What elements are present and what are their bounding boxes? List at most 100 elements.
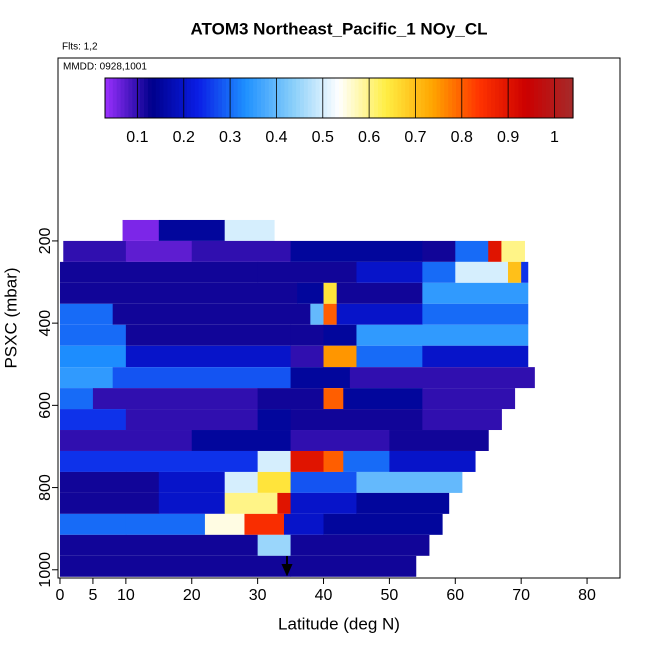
colorbar-swatch <box>253 78 258 118</box>
colorbar-swatch <box>409 78 414 118</box>
colorbar-swatch <box>225 78 231 118</box>
chart-title: ATOM3 Northeast_Pacific_1 NOy_CL <box>191 19 488 38</box>
x-tick-label: 20 <box>183 587 201 604</box>
colorbar-swatch <box>471 78 477 118</box>
colorbar-swatch <box>495 78 500 118</box>
heatmap-cell <box>59 367 114 389</box>
colorbar-swatch <box>257 78 262 118</box>
annotation: MMDD: 0928,1001 <box>63 62 147 73</box>
heatmap-cell <box>323 367 351 389</box>
heatmap-cell <box>59 303 114 325</box>
colorbar-swatch <box>144 78 149 118</box>
colorbar-swatch <box>342 78 348 118</box>
heatmap-cell <box>290 324 325 346</box>
x-tick-label: 10 <box>117 587 135 604</box>
colorbar-swatch <box>280 78 285 118</box>
location-arrow <box>281 556 293 577</box>
colorbar-swatch <box>456 78 461 118</box>
colorbar-swatch <box>526 78 531 118</box>
heatmap-cell <box>277 492 292 514</box>
colorbar-swatch <box>448 78 453 118</box>
colorbar-swatch <box>132 78 137 118</box>
colorbar-swatch <box>171 78 176 118</box>
colorbar-swatch <box>479 78 484 118</box>
colorbar-tick-label: 0.6 <box>358 129 380 146</box>
colorbar-swatch <box>167 78 172 118</box>
heatmap-cell <box>521 261 529 283</box>
colorbar-swatch <box>378 78 383 118</box>
heatmap-cell <box>125 450 259 472</box>
colorbar-swatch <box>261 78 266 118</box>
colorbar-swatch <box>502 78 508 118</box>
colorbar-swatch <box>159 78 165 118</box>
heatmap-cell <box>63 240 127 262</box>
heatmap-cell <box>158 471 226 493</box>
colorbar-swatch <box>420 78 426 118</box>
colorbar-swatch <box>366 78 371 118</box>
colorbar-swatch <box>428 78 434 118</box>
heatmap-cell <box>422 261 456 283</box>
colorbar-swatch <box>218 78 223 118</box>
heatmap-cell <box>59 450 127 472</box>
heatmap-cell <box>488 240 502 262</box>
colorbar-tick-label: 1 <box>550 129 559 146</box>
heatmap-cell <box>257 261 357 283</box>
colorbar-swatch <box>210 78 215 118</box>
colorbar-swatch <box>475 78 480 118</box>
colorbar-swatch <box>381 78 387 118</box>
colorbar-swatch <box>541 78 547 118</box>
colorbar-swatch <box>514 78 519 118</box>
heatmap-cell <box>290 409 423 431</box>
colorbar-swatch <box>557 78 562 118</box>
heatmap-cell <box>158 492 226 514</box>
colorbar-swatch <box>268 78 274 118</box>
heatmap-cell <box>323 345 357 368</box>
colorbar-tick-label: 0.7 <box>404 129 426 146</box>
heatmap-cell <box>191 240 292 262</box>
heatmap-cell <box>323 450 344 472</box>
heatmap-cell <box>122 219 160 241</box>
heatmap-cell <box>356 471 463 493</box>
heatmap-cell <box>59 345 127 368</box>
colorbar-swatch <box>389 78 395 118</box>
heatmap-cell <box>59 492 160 514</box>
colorbar-swatch <box>233 78 239 118</box>
heatmap-cell <box>257 534 292 556</box>
heatmap-cell <box>59 430 193 451</box>
colorbar-swatch <box>549 78 555 118</box>
colorbar-tick-label: 0.5 <box>312 129 334 146</box>
colorbar-swatch <box>374 78 379 118</box>
x-tick-label: 30 <box>249 587 267 604</box>
heatmap-cell <box>290 492 357 514</box>
heatmap-cell <box>125 513 206 535</box>
y-tick-label: 400 <box>37 310 54 337</box>
colorbar-swatch <box>186 78 192 118</box>
heatmap-cell <box>356 324 529 346</box>
heatmap-cell <box>290 450 325 472</box>
colorbar-swatch <box>405 78 410 118</box>
colorbar-swatch <box>151 78 157 118</box>
colorbar-swatch <box>444 78 449 118</box>
heatmap-cell <box>257 409 292 431</box>
colorbar-swatch <box>467 78 473 118</box>
colorbar-swatch <box>288 78 293 118</box>
heatmap-cell <box>257 450 292 472</box>
colorbar-tick-label: 0.3 <box>219 129 241 146</box>
plot-frame <box>57 57 621 579</box>
heatmap-cell <box>112 303 311 325</box>
heatmap-cell <box>507 261 522 283</box>
colorbar-swatch <box>311 78 317 118</box>
colorbar-swatch <box>534 78 539 118</box>
colorbar-swatch <box>155 78 161 118</box>
heatmap-cell <box>422 303 529 325</box>
colorbar-swatch <box>335 78 340 118</box>
colorbar-frame <box>104 77 574 119</box>
colorbar-swatch <box>537 78 543 118</box>
colorbar-swatch <box>483 78 488 118</box>
subtitle: Flts: 1,2 <box>62 42 98 53</box>
colorbar-tick-label: 0.2 <box>173 129 195 146</box>
heatmap-cell <box>59 471 160 493</box>
colorbar-swatch <box>436 78 441 118</box>
heatmap-cell <box>356 261 423 283</box>
